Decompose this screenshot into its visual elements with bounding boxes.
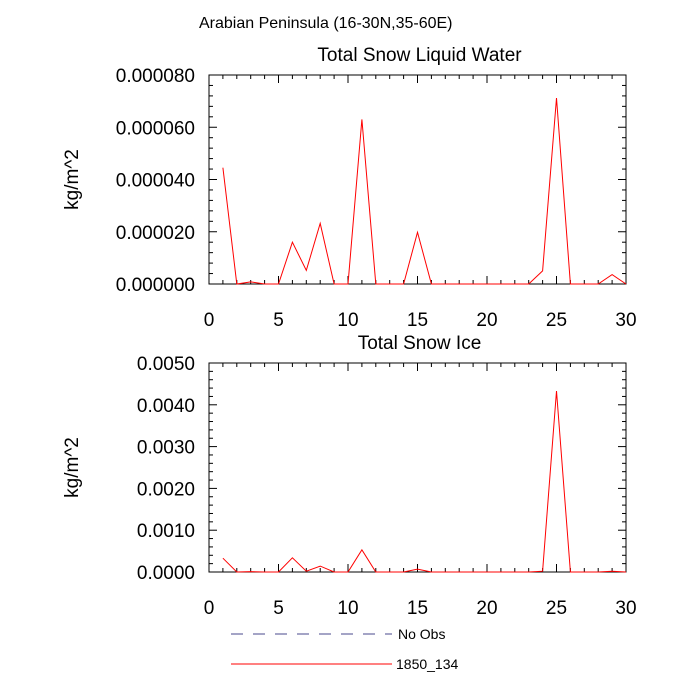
x-tick-label: 0 (204, 598, 215, 619)
y-tick-label: 0.0000 (137, 563, 195, 584)
x-tick-label: 25 (546, 598, 567, 619)
x-tick-label: 10 (337, 598, 358, 619)
figure-suptitle: Arabian Peninsula (16-30N,35-60E) (199, 15, 452, 32)
y-axis-label: kg/m^2 (62, 149, 83, 210)
plot-frame (208, 362, 627, 573)
y-tick-label: 0.0010 (137, 521, 195, 542)
x-tick-label: 5 (273, 598, 284, 619)
chart-title: Total Snow Ice (358, 333, 482, 354)
y-tick-label: 0.0040 (137, 396, 195, 417)
chart-panels: Total Snow Liquid Water 0 5 10 15 20 25 30 0.000… (62, 45, 637, 619)
chart-title: Total Snow Liquid Water (317, 45, 522, 66)
y-tick-label: 0.000040 (116, 171, 195, 192)
y-tick-label: 0.0030 (137, 438, 195, 459)
y-tick-label: 0.000020 (116, 223, 195, 244)
legend-label: 1850_134 (396, 656, 459, 672)
y-tick-label: 0.0050 (137, 354, 195, 375)
x-tick-label: 30 (615, 310, 636, 331)
x-tick-label: 10 (337, 310, 358, 331)
series-line-1850_134 (222, 390, 627, 573)
x-tick-label: 20 (476, 598, 497, 619)
chart-panel-2: Total Snow Ice 0 5 10 15 20 25 30 0.0000 0.0010 0.… (62, 333, 637, 619)
y-tick-label: 0.0020 (137, 479, 195, 500)
y-tick-label: 0.000060 (116, 118, 195, 139)
x-tick-label: 30 (615, 598, 636, 619)
plot-frame (208, 74, 627, 285)
y-tick-label: 0.000000 (116, 275, 195, 296)
x-tick-label: 5 (273, 310, 284, 331)
y-axis-label: kg/m^2 (62, 437, 83, 498)
x-tick-label: 15 (407, 598, 428, 619)
chart-panel-1: Total Snow Liquid Water 0 5 10 15 20 25 30 0.000… (62, 45, 637, 331)
x-tick-label: 20 (476, 310, 497, 331)
x-tick-label: 0 (204, 310, 215, 331)
x-tick-label: 15 (407, 310, 428, 331)
series-line-1850_134 (222, 97, 627, 285)
legend: No Obs 1850_134 (231, 626, 459, 672)
legend-label: No Obs (398, 626, 445, 642)
y-tick-label: 0.000080 (116, 66, 195, 87)
x-tick-label: 25 (546, 310, 567, 331)
